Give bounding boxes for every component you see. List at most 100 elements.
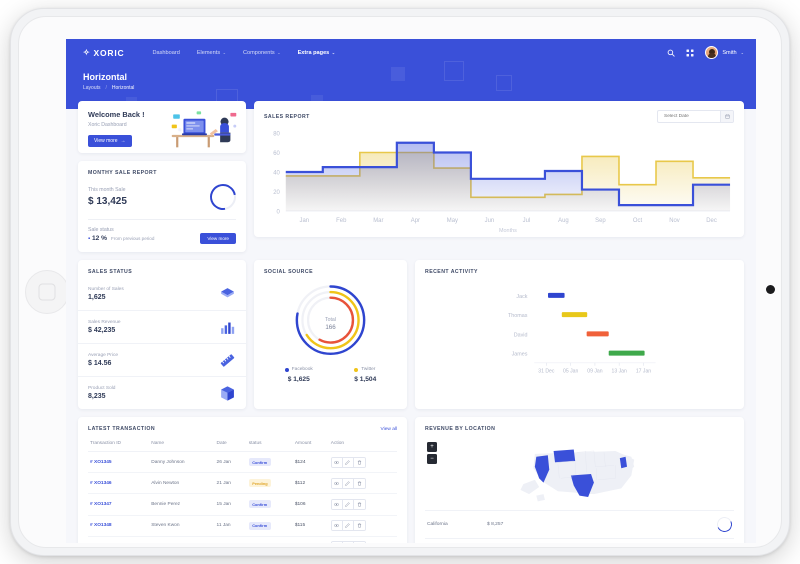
status-badge: Pending: [248, 479, 272, 488]
camera-dot: [766, 285, 775, 294]
table-row[interactable]: # XO1345 Danny Johnson 26 Jan Confirm $124: [88, 451, 397, 474]
map-svg: [520, 449, 635, 502]
monthly-sale-report-card: MONTHY SALE REPORT This month Sale $ 13,…: [78, 161, 246, 252]
user-menu[interactable]: Smith ⌄: [705, 46, 744, 59]
decor-square: [216, 89, 238, 109]
nav-label: Extra pages: [297, 49, 330, 56]
nav-item-elements[interactable]: Elements ⌄: [197, 50, 226, 56]
col-name: Name: [149, 438, 215, 452]
legend-top: Facebook: [284, 367, 313, 372]
edit-action-button[interactable]: [342, 457, 354, 467]
map-zoom-controls: + −: [427, 442, 437, 466]
cell-status: Confirm: [246, 515, 293, 537]
cell-amount: $124: [292, 451, 329, 474]
item-value: 8,235: [88, 393, 106, 400]
search-icon[interactable]: [667, 49, 675, 57]
card-title: SALES REPORT: [264, 113, 310, 120]
svg-text:May: May: [447, 218, 458, 224]
table-header-row: Transaction ID Name Date status Amount A…: [88, 438, 397, 452]
monthly-sale-label: This month Sale: [88, 187, 126, 193]
percent-change: ▪ 12 %: [88, 235, 107, 242]
table-row[interactable]: # XO1347 Bennie Perez 15 Jan Confirm $106: [88, 493, 397, 516]
delete-action-button[interactable]: [353, 542, 365, 543]
item-label: Product Sold: [88, 386, 116, 391]
nav-item-dashboard[interactable]: Dashboard: [152, 50, 179, 56]
delete-action-button[interactable]: [353, 499, 365, 509]
status-badge: Confirm: [248, 500, 271, 509]
home-button[interactable]: [25, 270, 69, 314]
table-row[interactable]: # XO1348 Steven Kwon 11 Jan Confirm $115: [88, 515, 397, 537]
view-action-button[interactable]: [331, 478, 343, 488]
nav-label: Components: [243, 49, 275, 56]
sales-report-header: SALES REPORT: [264, 110, 734, 123]
brand-name: XORIC: [93, 47, 125, 58]
card-title: SALES STATUS: [88, 269, 133, 275]
zoom-in-button[interactable]: +: [427, 442, 437, 452]
svg-text:Months: Months: [499, 228, 517, 233]
delete-action-button[interactable]: [353, 457, 365, 467]
select-date-input[interactable]: [658, 114, 720, 119]
brand-logo[interactable]: ✧ XORIC: [83, 48, 124, 58]
us-map[interactable]: + −: [425, 438, 734, 510]
row-actions: [330, 541, 366, 543]
percent-value: 12 %: [91, 235, 108, 242]
ruler-icon: [220, 353, 235, 367]
row-three: LATEST TRANSACTION View all Transaction …: [78, 417, 744, 543]
view-action-button[interactable]: [331, 542, 343, 543]
delete-action-button[interactable]: [353, 478, 365, 488]
cell-transaction-id[interactable]: # XO1349: [88, 536, 150, 543]
cell-action: [328, 515, 397, 537]
row-actions: [330, 498, 366, 510]
page-title: Horizontal: [83, 72, 127, 82]
edit-action-button[interactable]: [342, 499, 354, 509]
svg-text:Thomas: Thomas: [508, 313, 528, 319]
cell-date: 21 Jan: [214, 472, 247, 495]
svg-text:80: 80: [273, 131, 280, 137]
sales-status-item: Product Sold 8,235: [78, 377, 246, 409]
status-badge: Confirm: [248, 458, 271, 467]
cell-date: 15 Jan: [214, 493, 247, 516]
nav-item-components[interactable]: Components ⌄: [243, 50, 281, 56]
zoom-out-button[interactable]: −: [427, 454, 437, 464]
view-all-link[interactable]: View all: [380, 426, 397, 432]
user-name: Smith: [722, 49, 737, 56]
page-header: Horizontal Layouts / Horizontal: [83, 72, 134, 91]
svg-text:Oct: Oct: [633, 218, 643, 224]
avatar: [705, 46, 719, 59]
nav-item-extra-pages[interactable]: Extra pages ⌄: [298, 50, 336, 56]
cell-transaction-id[interactable]: # XO1346: [88, 472, 150, 495]
edit-action-button[interactable]: [342, 521, 354, 531]
breadcrumb: Layouts / Horizontal: [83, 85, 134, 91]
layers-icon: [221, 287, 234, 297]
view-action-button[interactable]: [331, 499, 343, 509]
card-title: RECENT ACTIVITY: [425, 269, 478, 275]
dashboard-content: Welcome Back ! Xoric Dashboard View more…: [66, 101, 756, 543]
date-range-picker[interactable]: [657, 110, 734, 123]
apps-grid-icon[interactable]: [686, 49, 694, 57]
monthly-sale-view-more-button[interactable]: View more: [200, 233, 236, 244]
cell-transaction-id[interactable]: # XO1345: [88, 451, 150, 474]
sales-status-card: SALES STATUS Number of Sales 1,625 Sales…: [78, 260, 246, 409]
edit-action-button[interactable]: [342, 542, 354, 543]
welcome-view-more-button[interactable]: View more →: [88, 135, 132, 147]
edit-action-button[interactable]: [342, 478, 354, 488]
legend-label: Twitter: [361, 367, 376, 372]
transaction-table: Transaction ID Name Date status Amount A…: [88, 438, 397, 543]
row-two: SALES STATUS Number of Sales 1,625 Sales…: [78, 260, 744, 409]
table-row[interactable]: # XO1346 Alvin Newton 21 Jan Pending $112: [88, 472, 397, 495]
table-row[interactable]: # XO1349Bryan Roark08 JanCancel$105: [88, 536, 397, 543]
item-value: $ 14.56: [88, 360, 112, 367]
view-action-button[interactable]: [331, 457, 343, 467]
view-action-button[interactable]: [331, 521, 343, 531]
left-column: Welcome Back ! Xoric Dashboard View more…: [78, 101, 246, 252]
svg-text:Jan: Jan: [300, 218, 310, 224]
delete-action-button[interactable]: [353, 521, 365, 531]
cell-transaction-id[interactable]: # XO1347: [88, 493, 150, 516]
calendar-icon[interactable]: [720, 111, 733, 122]
svg-text:40: 40: [273, 170, 280, 176]
breadcrumb-root[interactable]: Layouts: [83, 85, 101, 91]
arrow-right-icon: →: [120, 138, 126, 144]
cell-transaction-id[interactable]: # XO1348: [88, 515, 150, 537]
svg-text:Feb: Feb: [336, 218, 347, 224]
nav-label: Elements: [196, 49, 221, 56]
